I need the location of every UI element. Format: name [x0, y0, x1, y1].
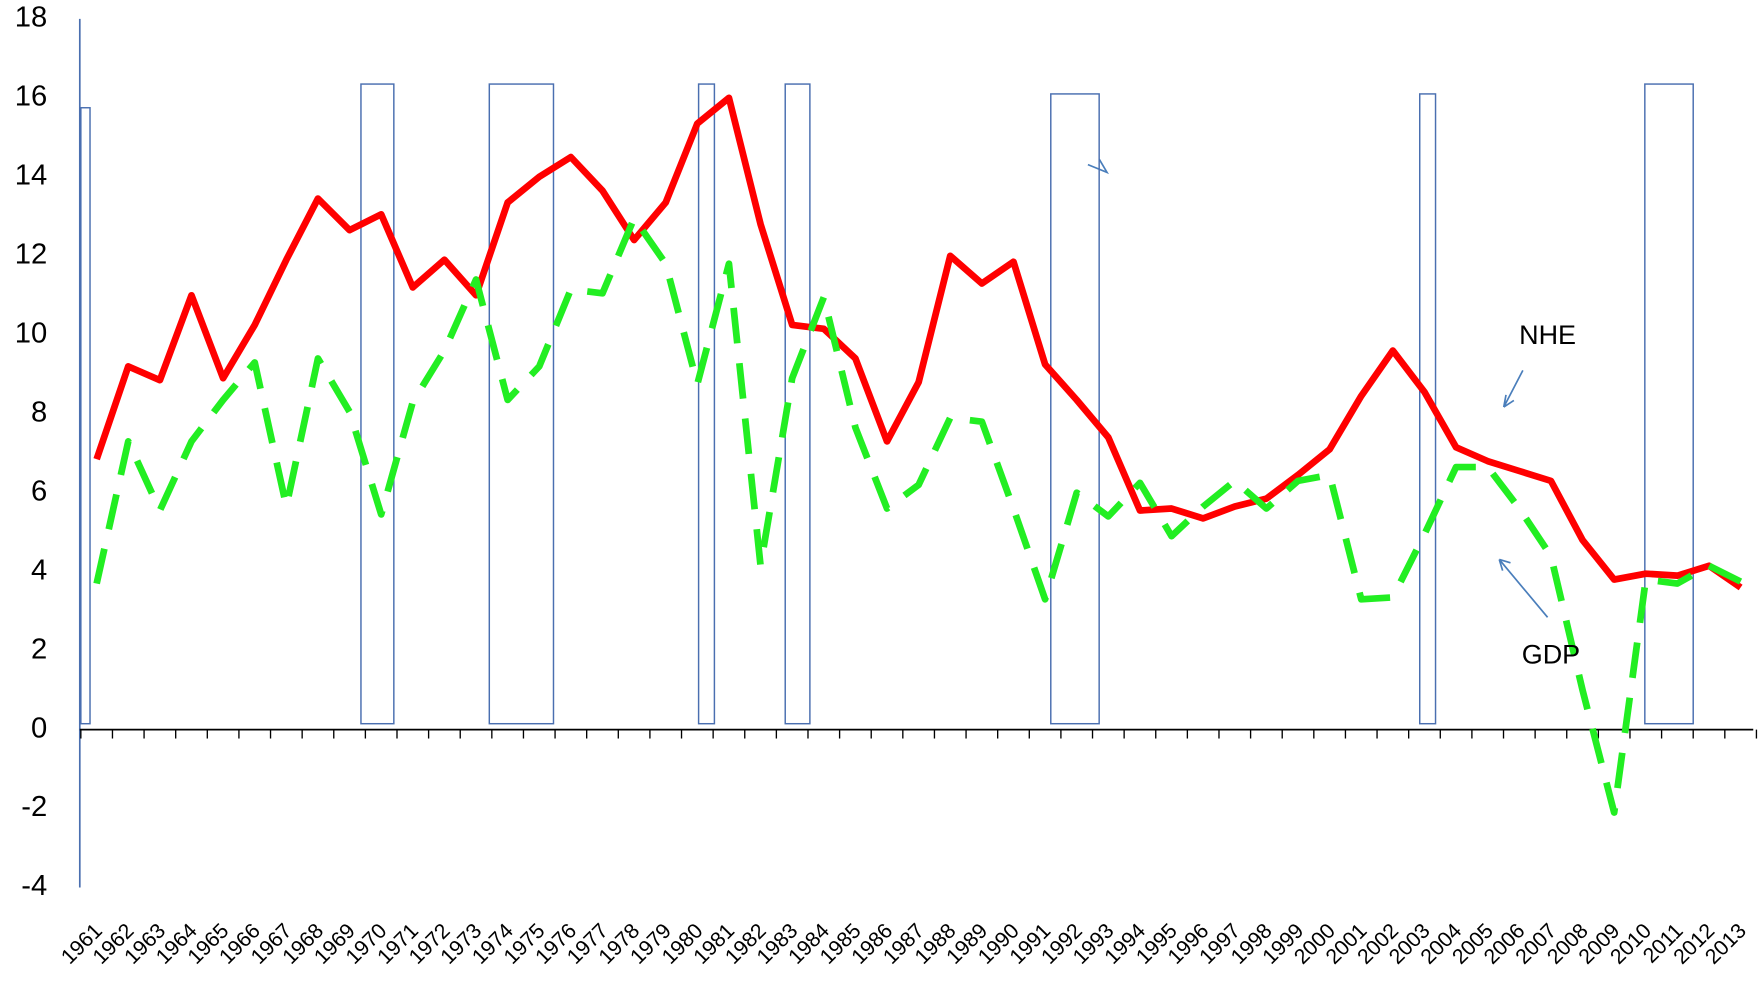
y-tick-label: 12	[15, 239, 47, 271]
shaded-period	[488, 83, 555, 725]
shaded-period	[360, 83, 395, 725]
y-tick-label: 18	[15, 2, 47, 34]
y-tick-label: 8	[31, 397, 47, 429]
y-tick-label: 16	[15, 81, 47, 113]
stray-arrow	[1087, 158, 1110, 175]
shaded-period	[697, 83, 716, 725]
series-label: GDP	[1522, 639, 1580, 669]
annotation-arrows	[1087, 158, 1549, 618]
y-tick-label: -2	[21, 791, 47, 823]
y-tick-label: 14	[15, 160, 47, 192]
y-tick-label: 0	[31, 712, 47, 744]
gdp-arrow	[1498, 558, 1549, 618]
shaded-period	[1644, 83, 1694, 725]
nhe-arrow	[1502, 369, 1524, 408]
y-tick-label: 10	[15, 318, 47, 350]
y-tick-label: 2	[31, 633, 47, 665]
series-line	[93, 94, 1743, 591]
shaded-period	[1050, 93, 1100, 725]
series-line	[93, 214, 1743, 816]
y-tick-label: 6	[31, 475, 47, 507]
y-tick-label: 4	[31, 554, 47, 586]
series-label: NHE	[1519, 320, 1576, 350]
y-tick-label: -4	[21, 870, 47, 902]
shaded-period	[80, 107, 91, 725]
